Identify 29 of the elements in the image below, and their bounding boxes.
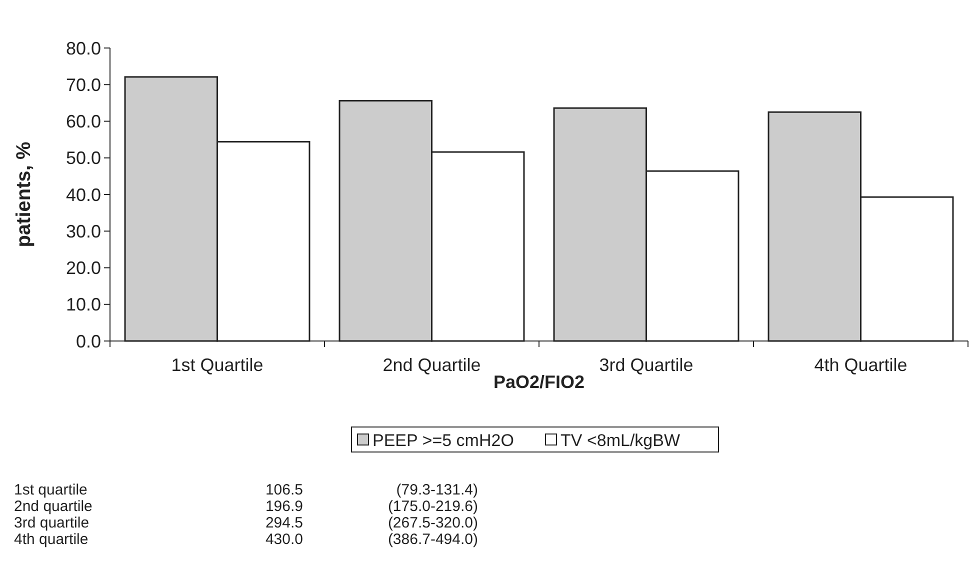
text: (79.3-131.4) [396, 481, 478, 498]
x-tick-label: 1st Quartile [171, 355, 264, 375]
text: (267.5-320.0) [388, 514, 478, 532]
x-tick-label: 4th Quartile [814, 355, 908, 375]
y-tick-label: 10.0 [66, 294, 101, 315]
legend-label: TV <8mL/kgBW [560, 430, 680, 450]
y-tick-label: 80.0 [66, 38, 101, 58]
y-axis-title: patients, % [13, 141, 35, 248]
text: 1st quartile [14, 481, 88, 498]
y-tick-label: 60.0 [66, 112, 101, 132]
x-tick-label: 2nd Quartile [382, 355, 481, 375]
y-tick-label: 0.0 [76, 331, 101, 352]
text: 4th quartile [14, 530, 88, 548]
text: 2nd quartile [14, 498, 92, 515]
text: 196.9 [265, 498, 303, 515]
text: 430.0 [265, 530, 303, 548]
text: 106.5 [265, 481, 303, 498]
legend-label: PEEP >=5 cmH2O [372, 430, 514, 450]
x-axis-title: PaO2/FIO2 [493, 372, 585, 392]
text: 3rd quartile [14, 514, 90, 532]
text: (175.0-219.6) [388, 498, 478, 515]
x-tick-label: 3rd Quartile [599, 355, 694, 375]
text: (386.7-494.0) [388, 530, 478, 548]
y-tick-label: 30.0 [66, 221, 101, 242]
y-tick-label: 40.0 [66, 184, 101, 205]
text: 294.5 [265, 514, 303, 532]
y-tick-label: 70.0 [66, 74, 101, 95]
y-tick-label: 50.0 [66, 148, 101, 168]
y-tick-label: 20.0 [66, 258, 101, 278]
